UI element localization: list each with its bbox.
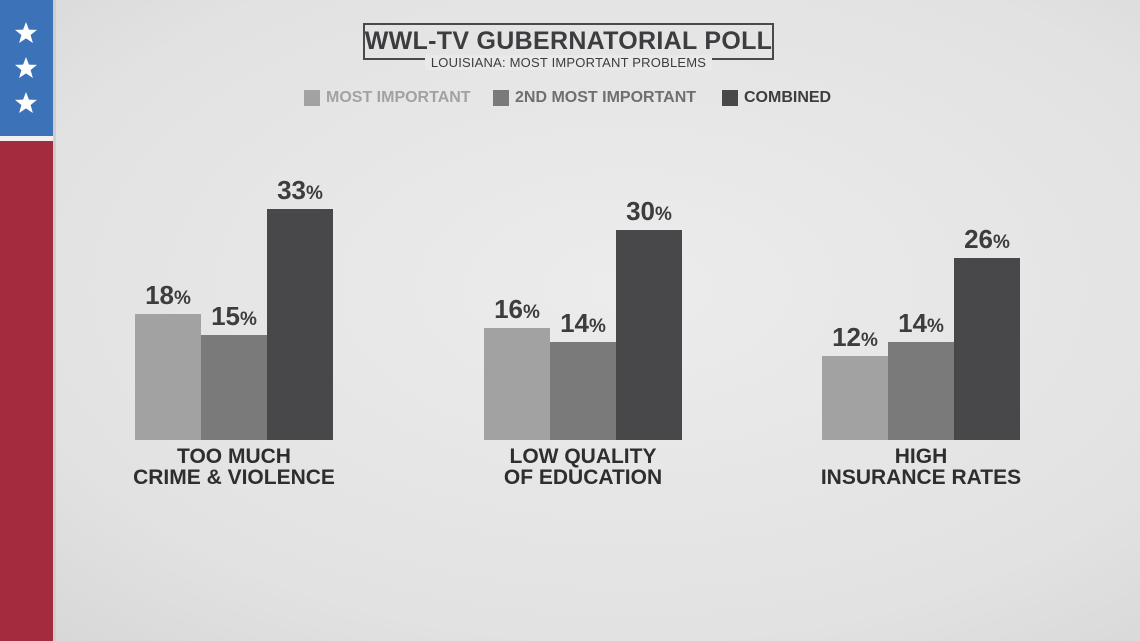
chart-subtitle: LOUISIANA: MOST IMPORTANT PROBLEMS — [424, 55, 713, 70]
bar-combined — [267, 209, 333, 440]
category-label: OF EDUCATION — [504, 466, 662, 489]
bar-second-most-important — [550, 342, 616, 440]
bar-second-most-important — [201, 335, 267, 440]
flag-white-stripe — [0, 136, 53, 141]
star-icon — [15, 22, 37, 43]
bar-value-label: 14% — [898, 308, 944, 338]
legend-label: COMBINED — [744, 89, 832, 106]
legend-label: 2ND MOST IMPORTANT — [515, 89, 697, 106]
legend-item-2nd-most-important: 2ND MOST IMPORTANT — [493, 89, 696, 107]
bar-second-most-important — [888, 342, 954, 440]
bar-most-important — [135, 314, 201, 440]
star-icon — [15, 57, 37, 78]
legend-swatch — [493, 90, 509, 106]
bar-value-label: 33% — [277, 175, 323, 205]
flag-edge — [53, 0, 56, 641]
star-icon — [15, 92, 37, 113]
bar-value-label: 16% — [494, 294, 540, 324]
bar-value-label: 18% — [145, 280, 191, 310]
bar-value-label: 15% — [211, 301, 257, 331]
flag-red-field — [0, 141, 53, 641]
category-label: LOW QUALITY — [510, 445, 657, 468]
bar-value-label: 14% — [560, 308, 606, 338]
legend-item-most-important: MOST IMPORTANT — [304, 89, 471, 107]
category-label: INSURANCE RATES — [821, 466, 1021, 489]
legend-swatch — [722, 90, 738, 106]
bar-most-important — [484, 328, 550, 440]
legend: MOST IMPORTANT 2ND MOST IMPORTANT COMBIN… — [0, 89, 1140, 109]
bar-most-important — [822, 356, 888, 440]
legend-label: MOST IMPORTANT — [326, 89, 471, 106]
bar-combined — [616, 230, 682, 440]
chart-subtitle-wrap: LOUISIANA: MOST IMPORTANT PROBLEMS — [363, 54, 774, 72]
bar-value-label: 26% — [964, 224, 1010, 254]
legend-swatch — [304, 90, 320, 106]
category-label: TOO MUCH — [177, 445, 291, 468]
bar-combined — [954, 258, 1020, 440]
chart-title: WWL-TV GUBERNATORIAL POLL — [364, 27, 773, 55]
category-label: HIGH — [895, 445, 948, 468]
bar-value-label: 12% — [832, 322, 878, 352]
legend-item-combined: COMBINED — [722, 89, 831, 107]
bar-value-label: 30% — [626, 196, 672, 226]
category-label: CRIME & VIOLENCE — [133, 466, 335, 489]
